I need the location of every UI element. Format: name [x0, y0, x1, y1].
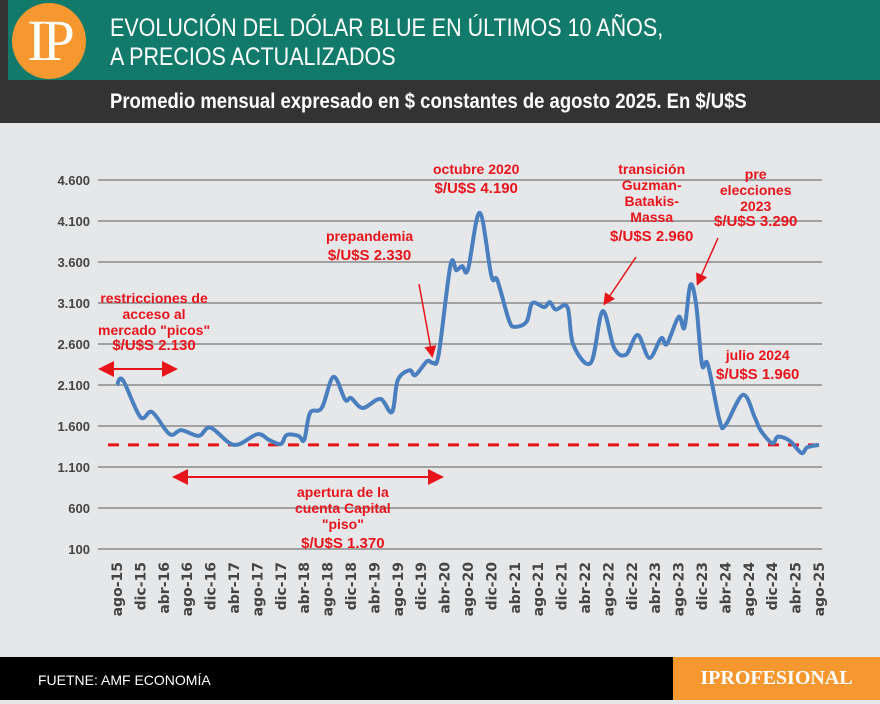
annotation-octubre-2020: octubre 2020$/U$S 4.190 [433, 161, 519, 197]
x-tick-label: abr-23 [648, 562, 664, 614]
x-tick-label: abr-25 [789, 562, 805, 614]
y-tick-label: 3.100 [57, 296, 90, 311]
x-tick-label: dic-19 [414, 562, 430, 610]
x-tick-label: ago-18 [321, 562, 337, 616]
x-tick-label: abr-18 [297, 562, 313, 614]
x-tick-label: ago-16 [180, 562, 196, 616]
x-tick-label: dic-22 [625, 562, 641, 610]
y-tick-label: 1.100 [57, 460, 90, 475]
x-tick-label: abr-19 [367, 562, 383, 614]
x-tick-label: abr-22 [578, 562, 594, 614]
x-tick-label: dic-20 [484, 562, 500, 611]
x-tick-label: dic-24 [765, 562, 781, 611]
x-tick-label: dic-17 [274, 562, 290, 610]
x-tick-label: ago-17 [250, 562, 266, 616]
x-tick-label: abr-17 [227, 562, 243, 614]
y-tick-label: 3.600 [57, 255, 90, 270]
y-tick-label: 2.600 [57, 337, 90, 352]
y-tick-label: 4.100 [57, 214, 90, 229]
x-tick-label: ago-21 [531, 562, 547, 616]
brand-logo: IPROFESIONAL [673, 657, 880, 700]
x-tick-label: ago-24 [742, 562, 758, 617]
x-tick-label: dic-21 [555, 562, 571, 610]
annotation-julio-2024: julio 2024$/U$S 1.960 [716, 347, 799, 383]
x-tick-label: dic-23 [695, 562, 711, 610]
x-tick-label: abr-21 [508, 562, 524, 614]
source-note: FUETNE: AMF ECONOMÍA [38, 657, 211, 704]
x-tick-label: ago-22 [601, 562, 617, 616]
x-tick-label: dic-16 [204, 562, 220, 610]
x-tick-label: ago-25 [812, 562, 828, 616]
x-tick-label: ago-15 [110, 562, 126, 616]
pre-elecciones-arrow [698, 238, 718, 283]
x-tick-label: ago-19 [391, 562, 407, 616]
x-tick-label: dic-15 [133, 562, 149, 610]
y-tick-label: 2.100 [57, 378, 90, 393]
y-tick-label: 4.600 [57, 173, 90, 188]
x-tick-label: ago-20 [461, 562, 477, 617]
x-tick-label: abr-16 [157, 562, 173, 614]
y-tick-label: 100 [68, 542, 90, 557]
y-tick-label: 1.600 [57, 419, 90, 434]
x-tick-label: ago-23 [672, 562, 688, 616]
transicion-arrow [605, 257, 636, 303]
x-tick-label: abr-20 [438, 562, 454, 614]
x-tick-label: abr-24 [718, 562, 734, 614]
x-tick-label: dic-18 [344, 562, 360, 610]
annotation-prepandemia: prepandemia$/U$S 2.330 [326, 228, 413, 264]
footer: FUETNE: AMF ECONOMÍA IPROFESIONAL [0, 657, 880, 700]
y-tick-label: 600 [68, 501, 90, 516]
